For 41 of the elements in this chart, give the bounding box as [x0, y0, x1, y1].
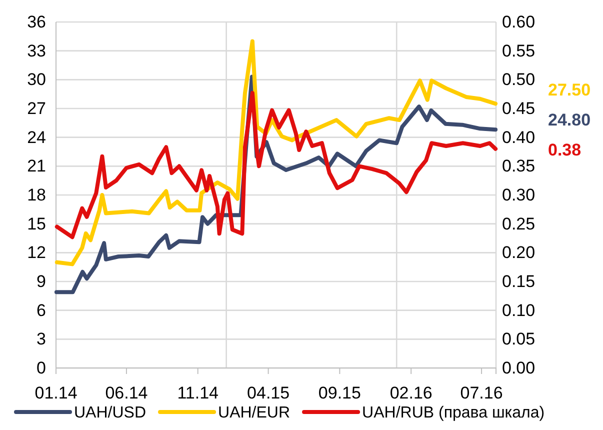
y-tick-label: 0 — [36, 358, 46, 378]
text: 24.80 — [548, 110, 591, 130]
text: 27.50 — [548, 80, 591, 100]
y2-tick-label: 0.30 — [502, 185, 536, 204]
y2-tick-label: 0.55 — [502, 41, 536, 60]
y2-tick-label: 0.20 — [502, 243, 536, 262]
y-tick-label: 9 — [36, 272, 46, 291]
y-tick-label: 6 — [36, 300, 46, 320]
legend-label: UAH/USD — [74, 404, 146, 422]
y-tick-label: 21 — [27, 156, 46, 176]
line-series — [54, 90, 498, 240]
y-tick-label: 27 — [27, 98, 46, 118]
y-tick-label: 33 — [27, 41, 46, 60]
x-tick-label: 07.16 — [460, 383, 503, 402]
legend-label: UAH/RUB (права шкала) — [362, 404, 545, 422]
y-tick-label: 15 — [27, 214, 46, 234]
x-tick-label: 04.15 — [247, 383, 290, 402]
y-tick-label: 24 — [27, 128, 46, 147]
x-tick-label: 11.14 — [177, 383, 218, 402]
y2-tick-label: 0.05 — [502, 330, 536, 349]
y2-tick-label: 0.50 — [502, 70, 536, 90]
y2-tick-label: 0.15 — [502, 272, 536, 291]
y2-tick-label: 0.35 — [502, 156, 536, 176]
legend-label: UAH/EUR — [218, 404, 290, 422]
y-tick-label: 30 — [27, 70, 46, 90]
x-tick-label: 02.16 — [390, 383, 432, 402]
y2-tick-label: 0.60 — [502, 12, 536, 32]
x-tick-label: 06.14 — [105, 383, 148, 402]
y-tick-label: 3 — [36, 330, 46, 349]
y-tick-label: 18 — [27, 185, 46, 204]
y2-tick-label: 0.00 — [502, 358, 536, 378]
y-tick-label: 12 — [27, 243, 46, 262]
y2-tick-label: 0.45 — [502, 98, 536, 118]
y2-tick-label: 0.40 — [502, 128, 536, 147]
y2-tick-label: 0.25 — [502, 214, 536, 234]
text: 0.38 — [548, 140, 582, 160]
line-series — [54, 39, 498, 266]
y2-tick-label: 0.10 — [502, 300, 536, 320]
y-tick-label: 36 — [27, 12, 46, 32]
x-tick-label: 09.15 — [318, 383, 361, 402]
x-tick-label: 01.14 — [34, 383, 78, 402]
